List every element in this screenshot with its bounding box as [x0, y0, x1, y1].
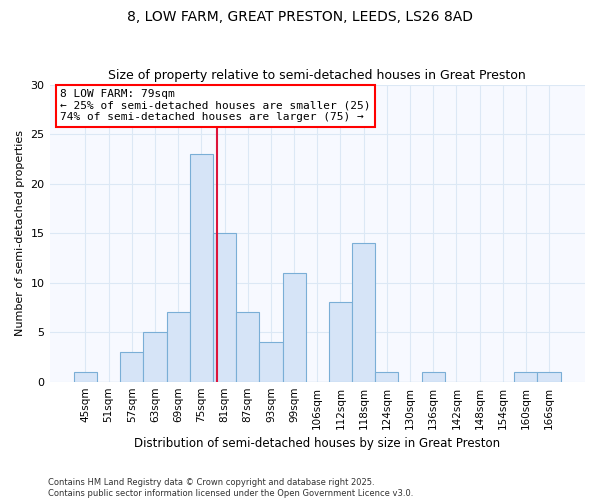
Bar: [538, 372, 560, 382]
Bar: [514, 372, 538, 382]
Text: 8 LOW FARM: 79sqm
← 25% of semi-detached houses are smaller (25)
74% of semi-det: 8 LOW FARM: 79sqm ← 25% of semi-detached…: [60, 89, 371, 122]
Bar: [283, 272, 305, 382]
Bar: [375, 372, 398, 382]
Bar: [190, 154, 213, 382]
Bar: [329, 302, 352, 382]
X-axis label: Distribution of semi-detached houses by size in Great Preston: Distribution of semi-detached houses by …: [134, 437, 500, 450]
Y-axis label: Number of semi-detached properties: Number of semi-detached properties: [15, 130, 25, 336]
Bar: [74, 372, 97, 382]
Text: 8, LOW FARM, GREAT PRESTON, LEEDS, LS26 8AD: 8, LOW FARM, GREAT PRESTON, LEEDS, LS26 …: [127, 10, 473, 24]
Bar: [143, 332, 167, 382]
Bar: [352, 243, 375, 382]
Bar: [167, 312, 190, 382]
Bar: [422, 372, 445, 382]
Bar: [259, 342, 283, 382]
Text: Contains HM Land Registry data © Crown copyright and database right 2025.
Contai: Contains HM Land Registry data © Crown c…: [48, 478, 413, 498]
Bar: [213, 233, 236, 382]
Bar: [236, 312, 259, 382]
Title: Size of property relative to semi-detached houses in Great Preston: Size of property relative to semi-detach…: [109, 69, 526, 82]
Bar: [120, 352, 143, 382]
